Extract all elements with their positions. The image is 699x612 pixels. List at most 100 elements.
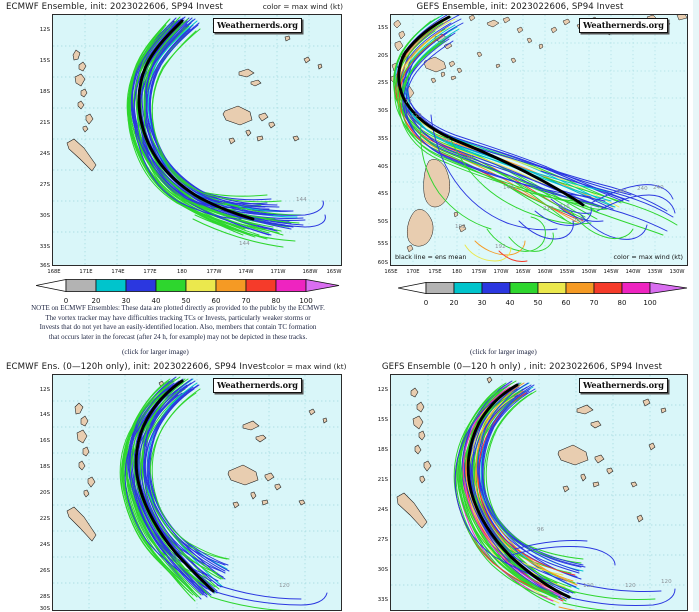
y-axis-label: 40S: [377, 164, 388, 170]
colorbar-tick: 20: [91, 297, 101, 305]
brand-logo-gefs-full[interactable]: Weathernerds.org: [579, 18, 668, 33]
hour-label: 216: [559, 204, 570, 210]
panel-ecmwf-ensemble-0-120h[interactable]: ECMWF Ens. (0—120h only), init: 20230226…: [0, 360, 349, 612]
gridlines: [53, 15, 341, 265]
brand-logo-ecmwf-120[interactable]: Weathernerds.org: [213, 378, 302, 393]
y-axis-label: 16S: [39, 438, 50, 444]
map-frame-gefs-full[interactable]: 72 120 96 96 144 216 216 240 240 240 240…: [390, 14, 688, 266]
map-frame-gefs-120[interactable]: 96 120 120 120 Weathernerds.org: [390, 374, 688, 611]
hour-label: 72: [405, 99, 413, 105]
panel-title-gefs-full: GEFS Ensemble, init: 2023022606, SP94 In…: [416, 2, 624, 12]
y-axis-label: 12S: [377, 387, 388, 393]
x-axis-label: 155W: [559, 269, 575, 275]
y-axis-label: 24S: [377, 507, 388, 513]
ensemble-mean-track: [397, 15, 585, 207]
map-frame-ecmwf-full[interactable]: 144 144 Weathernerds.org: [52, 14, 342, 266]
map-frame-ecmwf-120[interactable]: 120 Weathernerds.org: [52, 374, 342, 611]
hour-label: 120: [583, 583, 594, 589]
x-axis-label: 171W: [270, 269, 286, 275]
hour-label: 96: [443, 138, 451, 144]
y-axis-label: 20S: [377, 53, 388, 59]
colorbar-gefs-full: 0 20 30 40 50 60 70 80 100: [397, 281, 688, 308]
y-axis-label: 30S: [377, 567, 388, 573]
panel-gefs-ensemble-0-120h[interactable]: GEFS Ensemble (0—120 h only) , init: 202…: [350, 360, 699, 611]
x-axis-label: 140W: [625, 269, 641, 275]
colorbar-tick: 20: [449, 299, 459, 307]
panel-ecmwf-ensemble-full[interactable]: ECMWF Ensemble, init: 2023022606, SP94 I…: [0, 0, 349, 305]
gridlines: [53, 375, 341, 610]
note-line: Invests that do not yet have an easily-i…: [39, 323, 317, 332]
hour-label: 96: [467, 155, 475, 161]
map-canvas-ecmwf-full: [53, 15, 341, 265]
hour-label: 144: [503, 185, 514, 191]
hour-label: 144: [296, 197, 307, 203]
x-axis-label: 165E: [384, 269, 398, 275]
ensemble-tracks: [393, 15, 678, 262]
note-line: The vortex tracker may have difficulties…: [45, 313, 311, 322]
x-axis-label: 160W: [537, 269, 553, 275]
y-axis-label: 26S: [39, 568, 50, 574]
colorbar-tick: 40: [505, 299, 515, 307]
x-axis-label: 145W: [603, 269, 619, 275]
y-axis-label: 24S: [39, 542, 50, 548]
y-axis-label: 15S: [377, 417, 388, 423]
colorbar-tick-labels: 0 20 30 40 50 60 70 80 100: [398, 299, 688, 308]
ensemble-mean-track: [137, 19, 255, 221]
x-axis-label: 180: [177, 269, 187, 275]
panel-gefs-ensemble-full[interactable]: GEFS Ensemble, init: 2023022606, SP94 In…: [350, 0, 699, 307]
colorbar-ecmwf-full: 0 20 30 40 50 60 70 80 100: [35, 279, 340, 306]
y-axis-label: 18S: [377, 447, 388, 453]
hour-label: 216: [543, 206, 554, 212]
hour-label: 192: [495, 244, 506, 250]
y-axis-label: 30S: [377, 108, 388, 114]
panel-title-gefs-120: GEFS Ensemble (0—120 h only) , init: 202…: [381, 362, 663, 372]
x-axis-label: 168E: [47, 269, 61, 275]
hour-label: 240: [653, 185, 664, 191]
colorbar-tick: 80: [271, 297, 281, 305]
colorbar-tick: 50: [181, 297, 191, 305]
x-axis-label: 175E: [428, 269, 442, 275]
y-axis-label: 25S: [377, 80, 388, 86]
y-axis-label: 21S: [39, 120, 50, 126]
click-for-larger-image-right[interactable]: (click for larger image): [470, 348, 537, 356]
x-axis-label: 177W: [206, 269, 222, 275]
hour-label: 120: [625, 583, 636, 589]
y-axis-label: 28S: [39, 594, 50, 600]
brand-logo-gefs-120[interactable]: Weathernerds.org: [579, 378, 668, 393]
y-axis-label: 45S: [377, 191, 388, 197]
y-axis-label: 21S: [377, 477, 388, 483]
y-axis-label: 18S: [39, 89, 50, 95]
map-canvas-ecmwf-120: [53, 375, 341, 610]
x-axis-label: 175W: [471, 269, 487, 275]
y-axis-label: 14S: [39, 412, 50, 418]
color-note-ecmwf-120: color = max wind (kt): [266, 362, 347, 371]
x-axis-label: 165W: [326, 269, 342, 275]
colorbar-tick: 60: [211, 297, 221, 305]
x-axis-label: 168W: [302, 269, 318, 275]
ensemble-mean-track: [466, 383, 571, 599]
colorbar-tick-labels: 0 20 30 40 50 60 70 80 100: [36, 297, 340, 306]
hour-label: 240: [573, 218, 584, 224]
colorbar-tick: 0: [423, 299, 429, 307]
x-axis-label: 180: [452, 269, 462, 275]
brand-logo-ecmwf-full[interactable]: Weathernerds.org: [213, 18, 302, 33]
x-axis-label: 174W: [238, 269, 254, 275]
y-axis-label: 12S: [39, 387, 50, 393]
hour-label: 192: [455, 224, 466, 230]
colorbar-tick: 70: [241, 297, 251, 305]
colorbar-tick: 40: [151, 297, 161, 305]
y-axis-label: 18S: [39, 464, 50, 470]
y-axis-label: 30S: [39, 606, 50, 612]
click-for-larger-image-left[interactable]: (click for larger image): [122, 348, 189, 356]
y-axis-label: 12S: [39, 27, 50, 33]
y-axis-label: 27S: [39, 182, 50, 188]
page-right-edge: [693, 0, 699, 611]
y-axis-label: 35S: [377, 136, 388, 142]
y-axis-label: 20S: [39, 490, 50, 496]
x-axis-label: 165W: [515, 269, 531, 275]
x-axis-label: 130W: [669, 269, 685, 275]
colorbar-swatches: [397, 282, 688, 294]
colorbar-tick: 0: [63, 297, 69, 305]
note-line: that occurs later in the forecast (after…: [48, 332, 308, 341]
